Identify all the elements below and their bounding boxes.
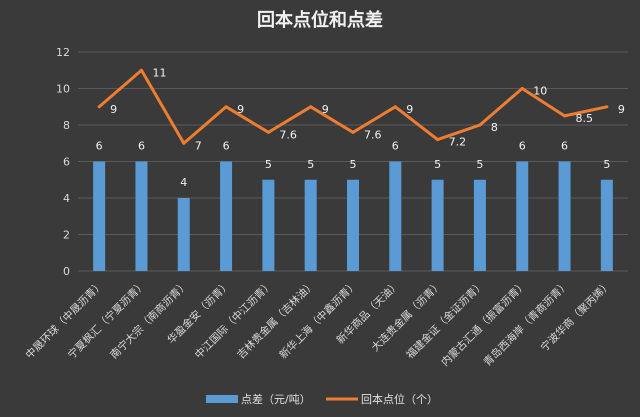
bar	[431, 179, 444, 271]
legend-label-bar: 点差（元/吨）	[241, 392, 311, 406]
bar	[177, 198, 190, 271]
line-data-label: 9	[406, 103, 413, 116]
y-tick-label: 0	[63, 265, 70, 278]
bar-data-label: 5	[265, 158, 272, 171]
line-data-label: 7	[195, 139, 202, 152]
y-tick-label: 10	[56, 83, 70, 96]
bar-data-label: 6	[519, 140, 526, 153]
line-point	[351, 130, 355, 134]
bar	[304, 179, 317, 271]
y-tick-label: 8	[63, 119, 70, 132]
bar-data-label: 6	[138, 140, 145, 153]
bar-data-label: 5	[434, 158, 441, 171]
bar	[135, 161, 148, 271]
y-tick-label: 4	[63, 192, 70, 205]
line-data-label: 9	[237, 103, 244, 116]
x-axis-categories: 中晟环球（中晟沥青）宁夏枫汇（宁夏沥青）南宁大宗（南商沥青）华盈金安（沥青）中江…	[23, 278, 614, 369]
category-label: 福建金证（金证沥青）	[404, 278, 487, 361]
bar	[93, 161, 106, 271]
line-point	[182, 141, 186, 145]
category-label: 中江国际（中江沥青）	[192, 278, 275, 361]
bar-data-label: 6	[223, 140, 230, 153]
line-data-label: 9	[322, 103, 329, 116]
line-data-label: 8.5	[576, 112, 594, 125]
bar-data-label: 5	[603, 158, 610, 171]
bar-data-label: 6	[96, 140, 103, 153]
category-label: 宁夏枫汇（宁夏沥青）	[65, 278, 148, 361]
category-label: 南宁大宗（南商沥青）	[107, 278, 190, 361]
y-tick-label: 12	[56, 46, 70, 59]
line-point	[97, 105, 101, 109]
legend: 点差（元/吨） 回本点位（个）	[206, 392, 438, 406]
bar-data-label: 5	[350, 158, 357, 171]
category-label: 内蒙古汇通（振富沥青）	[438, 278, 529, 369]
legend-swatch-bar	[206, 395, 238, 403]
line-data-label: 7.6	[364, 128, 382, 141]
bar	[262, 179, 275, 271]
line-point	[309, 105, 313, 109]
line-data-label: 9	[618, 103, 625, 116]
bar-data-label: 6	[561, 140, 568, 153]
line-data-label: 11	[152, 66, 166, 79]
bar-data-label: 6	[392, 140, 399, 153]
bar-data-label: 5	[476, 158, 483, 171]
chart-title: 回本点位和点差	[257, 9, 383, 31]
category-label: 中晟环球（中晟沥青）	[23, 278, 106, 361]
bar-data-label: 5	[307, 158, 314, 171]
bar	[347, 179, 359, 271]
category-label: 宁波华商（聚丙烯）	[538, 278, 614, 354]
bar	[558, 161, 571, 271]
bar-series: 6 6 4 6 5 5 5 6 5 5 6 6 5	[93, 140, 613, 271]
bar	[516, 161, 529, 271]
bar	[600, 179, 613, 271]
y-tick-label: 2	[63, 229, 70, 242]
y-tick-label: 6	[63, 156, 70, 169]
line-point	[563, 114, 567, 118]
line-point	[224, 105, 228, 109]
line-point	[393, 105, 397, 109]
bar-data-label: 4	[180, 176, 187, 189]
line-point	[605, 105, 609, 109]
bar	[220, 161, 233, 271]
line-data-label: 10	[533, 85, 547, 98]
line-data-label: 7.2	[449, 136, 467, 149]
bar	[473, 179, 486, 271]
line-point	[139, 68, 143, 72]
line-point	[436, 138, 440, 142]
category-label: 大连贵金属（沥青）	[369, 278, 445, 354]
y-axis-ticks: 0 2 4 6 8 10 12	[56, 46, 70, 278]
category-label: 吉林贵金属（吉林油）	[234, 278, 317, 361]
bar	[389, 161, 402, 271]
line-point	[478, 123, 482, 127]
category-label: 青岛西海岸（青商沥青）	[481, 278, 572, 369]
category-label: 新华上海（中鑫沥青）	[277, 278, 360, 361]
line-data-label: 7.6	[279, 128, 297, 141]
line-data-label: 9	[110, 103, 117, 116]
line-point	[520, 87, 524, 90]
line-series: 9 11 7 9 7.6 9 7.6 9 7.2 8 10 8.5 9	[97, 66, 625, 152]
line-point	[266, 130, 270, 134]
line-data-label: 8	[491, 121, 498, 134]
legend-label-line: 回本点位（个）	[361, 392, 438, 406]
